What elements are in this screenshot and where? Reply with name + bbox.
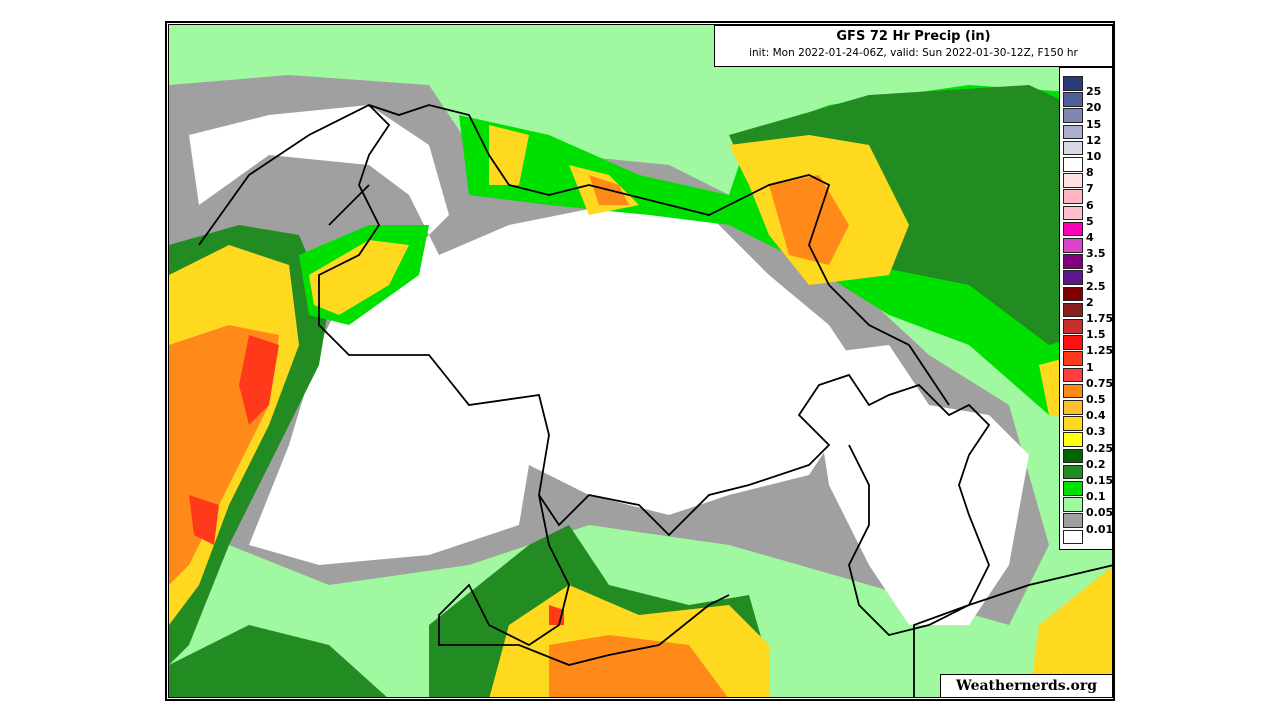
color-legend: 25 20 15 12 10 8 7 6 5 4 3.5 3 2.5 2 1.75 1.5 1.25 1 0.75 0… xyxy=(1059,67,1113,550)
precip-map-svg xyxy=(169,25,1112,697)
precip-area-yellow xyxy=(309,240,409,315)
legend-label: 0.05 xyxy=(1086,506,1114,520)
legend-label: 0.2 xyxy=(1086,457,1106,471)
legend-label: 4 xyxy=(1086,231,1094,244)
legend-label: 7 xyxy=(1086,182,1094,196)
legend-swatch xyxy=(1063,205,1083,221)
legend-swatch xyxy=(1063,497,1083,512)
legend-label: 5 xyxy=(1086,214,1094,228)
legend-swatch xyxy=(1063,173,1083,188)
legend-swatch xyxy=(1063,367,1083,383)
legend-label: 2 xyxy=(1086,295,1094,309)
legend-swatch xyxy=(1063,335,1083,350)
legend-swatch xyxy=(1063,221,1083,237)
legend-swatch xyxy=(1063,400,1083,415)
legend-swatch xyxy=(1063,432,1083,447)
legend-swatch xyxy=(1063,319,1083,334)
legend-label: 15 xyxy=(1086,117,1102,131)
legend-label: 0.3 xyxy=(1086,425,1106,439)
legend-label: 0.5 xyxy=(1086,393,1106,406)
country-borders xyxy=(198,103,1112,697)
legend-swatch xyxy=(1063,238,1083,253)
legend-label: 3.5 xyxy=(1086,247,1106,261)
legend-swatch xyxy=(1063,76,1083,91)
legend-label: 0.1 xyxy=(1086,490,1106,504)
legend-swatch xyxy=(1063,157,1083,172)
legend-swatch xyxy=(1063,254,1083,269)
legend-label: 1 xyxy=(1086,360,1094,374)
legend-swatch xyxy=(1063,140,1083,156)
legend-swatch xyxy=(1063,513,1083,528)
title-box: GFS 72 Hr Precip (in) init: Mon 2022-01-… xyxy=(714,25,1113,67)
legend-swatch xyxy=(1063,270,1083,285)
legend-swatch xyxy=(1063,302,1083,318)
legend-label: 20 xyxy=(1086,101,1102,115)
precip-area-orange xyxy=(549,635,728,697)
legend-label: 0.15 xyxy=(1086,474,1114,487)
legend-swatch xyxy=(1063,448,1083,464)
legend-label: 1.5 xyxy=(1086,328,1106,342)
legend-label: 25 xyxy=(1086,85,1102,99)
precip-area-yellow xyxy=(1029,566,1112,697)
legend-label: 0.75 xyxy=(1086,376,1114,390)
legend-label: 12 xyxy=(1086,133,1102,147)
legend-swatch xyxy=(1063,416,1083,431)
legend-label: 10 xyxy=(1086,150,1102,163)
legend-swatch xyxy=(1063,351,1083,366)
legend-label: 6 xyxy=(1086,198,1094,212)
credit-watermark: Weathernerds.org xyxy=(940,674,1113,698)
map-subtitle: init: Mon 2022-01-24-06Z, valid: Sun 202… xyxy=(749,47,1078,59)
legend-label: 0.25 xyxy=(1086,441,1114,455)
legend-swatch xyxy=(1063,286,1083,302)
legend-label: 0.01 xyxy=(1086,522,1114,536)
legend-swatch xyxy=(1063,124,1083,140)
legend-label: 1.75 xyxy=(1086,312,1114,325)
dry-area xyxy=(809,345,1029,625)
legend-label: 2.5 xyxy=(1086,279,1106,293)
legend-swatch xyxy=(1063,481,1083,496)
legend-swatch xyxy=(1063,92,1083,107)
precip-area-orange xyxy=(589,175,849,265)
map-title: GFS 72 Hr Precip (in) xyxy=(836,29,991,44)
legend-label: 1.25 xyxy=(1086,344,1114,358)
precip-area-darkgreen xyxy=(169,625,387,697)
legend-swatch xyxy=(1063,464,1083,480)
legend-swatch xyxy=(1063,189,1083,204)
legend-swatch xyxy=(1063,383,1083,399)
legend-swatch xyxy=(1063,108,1083,123)
legend-label: 8 xyxy=(1086,166,1094,180)
legend-label: 0.4 xyxy=(1086,409,1106,423)
legend-swatch xyxy=(1063,529,1083,545)
precip-area-red xyxy=(189,335,279,545)
legend-label: 3 xyxy=(1086,263,1094,277)
precip-map xyxy=(168,24,1113,698)
map-frame xyxy=(165,21,1115,701)
